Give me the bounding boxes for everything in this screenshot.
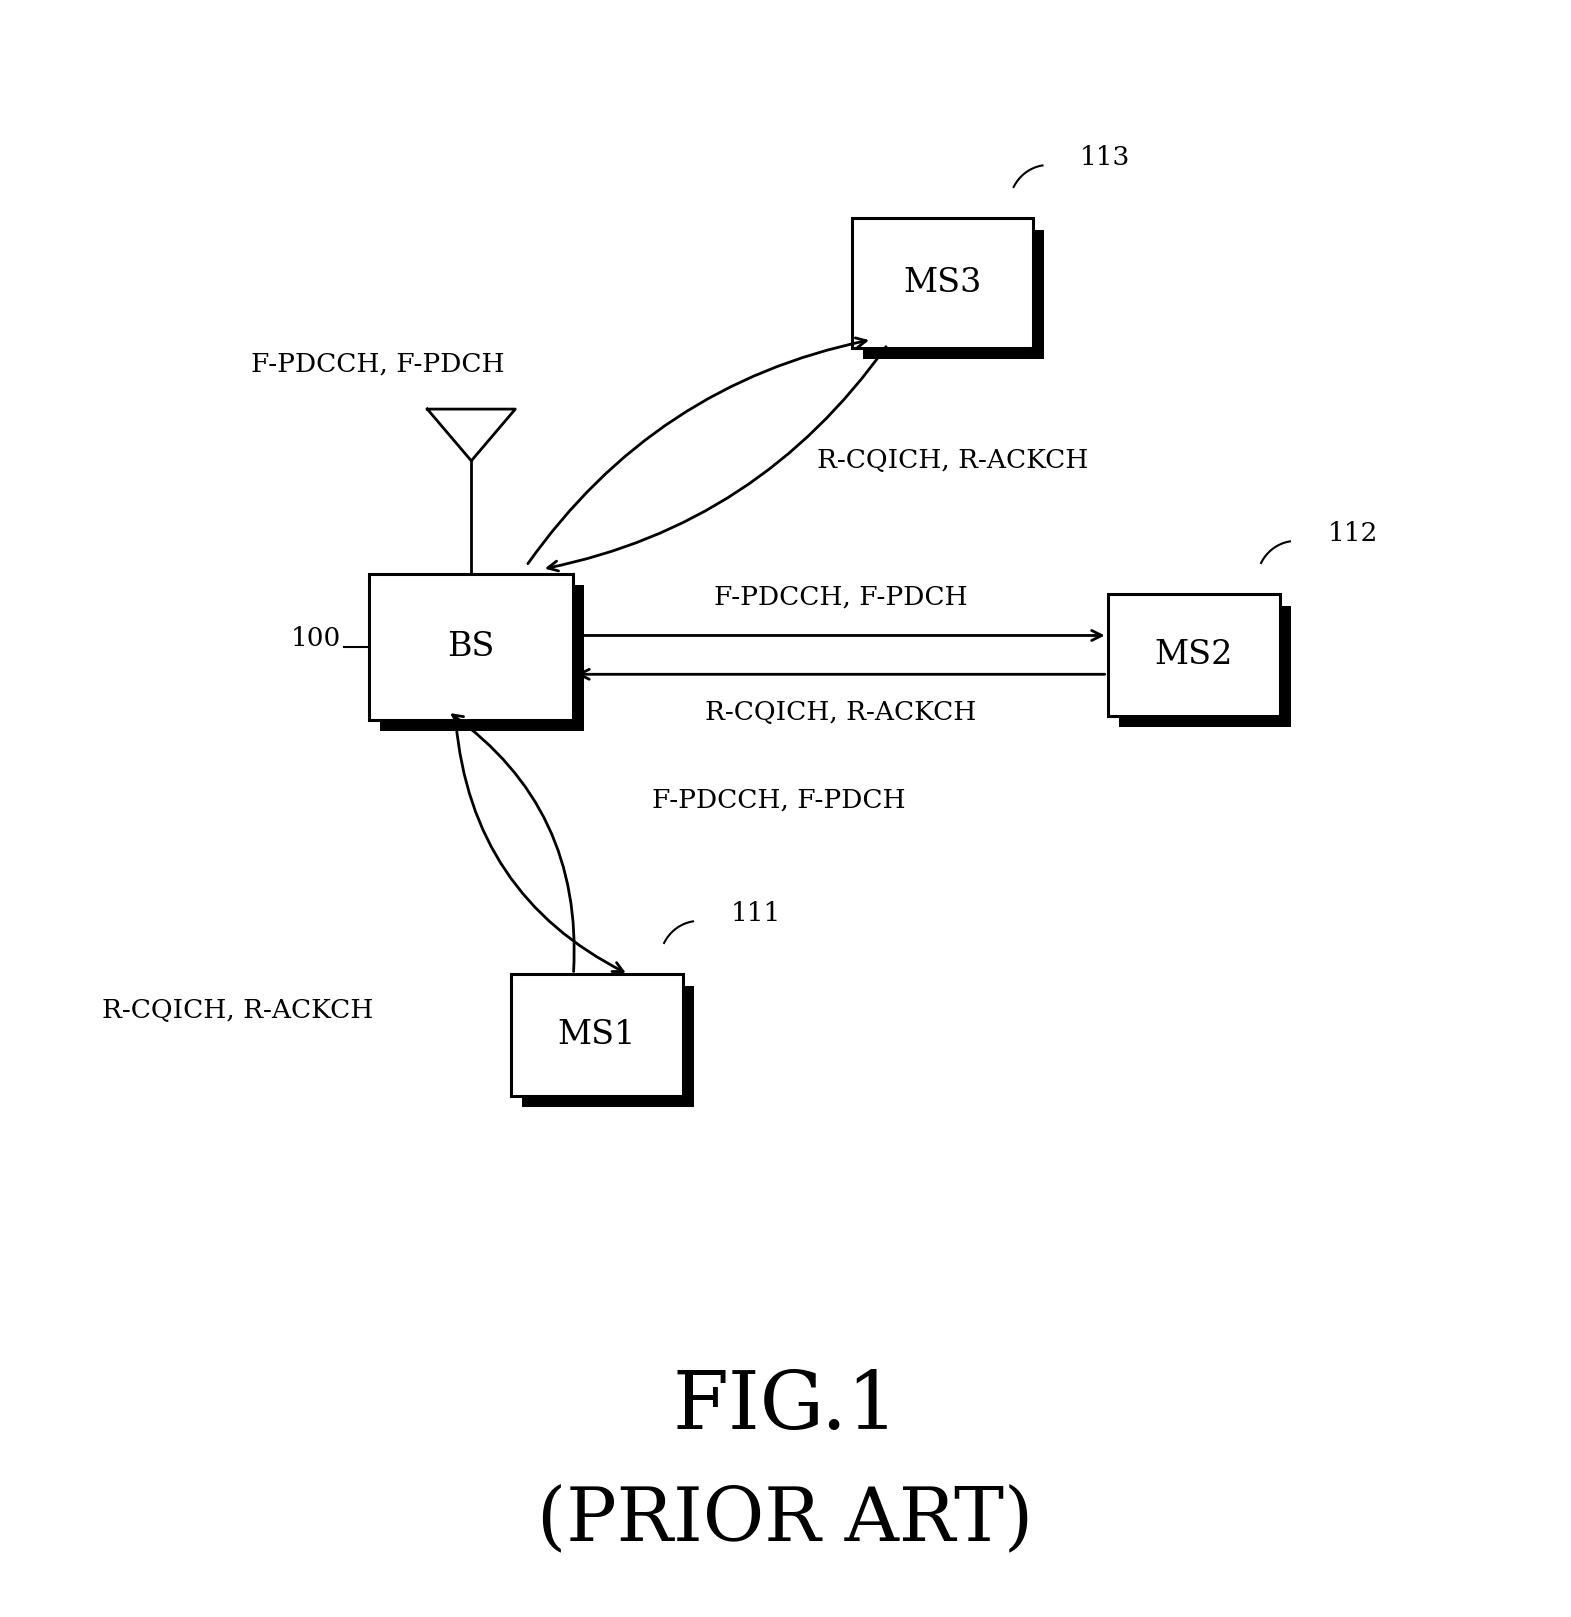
- Bar: [380, 585, 584, 731]
- Text: 100: 100: [291, 626, 341, 652]
- Bar: [1119, 606, 1291, 728]
- Text: R-CQICH, R-ACKCH: R-CQICH, R-ACKCH: [102, 998, 374, 1024]
- Bar: [864, 230, 1043, 359]
- Text: 112: 112: [1327, 521, 1378, 547]
- Bar: [1108, 595, 1280, 715]
- Bar: [522, 985, 694, 1106]
- Text: R-CQICH, R-ACKCH: R-CQICH, R-ACKCH: [705, 700, 976, 724]
- Text: F-PDCCH, F-PDCH: F-PDCCH, F-PDCH: [251, 351, 504, 377]
- Text: F-PDCCH, F-PDCH: F-PDCCH, F-PDCH: [713, 585, 968, 610]
- Text: (PRIOR ART): (PRIOR ART): [537, 1483, 1034, 1557]
- Text: MS2: MS2: [1155, 639, 1233, 671]
- Text: MS1: MS1: [558, 1019, 636, 1051]
- Text: R-CQICH, R-ACKCH: R-CQICH, R-ACKCH: [817, 448, 1089, 474]
- Text: 113: 113: [1081, 146, 1131, 170]
- Text: F-PDCCH, F-PDCH: F-PDCCH, F-PDCH: [652, 787, 905, 813]
- Text: 111: 111: [731, 901, 781, 925]
- Bar: [851, 218, 1032, 348]
- Text: FIG.1: FIG.1: [672, 1368, 899, 1446]
- Bar: [511, 973, 683, 1096]
- Bar: [369, 574, 573, 720]
- Text: MS3: MS3: [903, 267, 982, 299]
- Text: BS: BS: [448, 631, 495, 663]
